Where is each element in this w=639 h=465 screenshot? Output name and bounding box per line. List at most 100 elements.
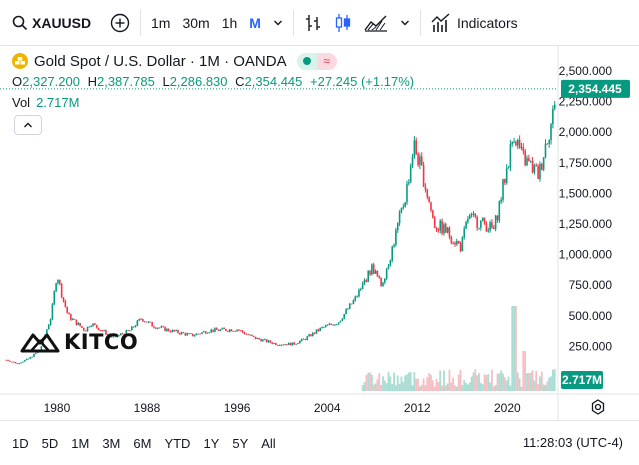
candle-body (208, 332, 211, 333)
volume-bar (367, 372, 370, 391)
candle-body (260, 339, 262, 342)
candle-body (55, 283, 57, 292)
price-chart[interactable]: 2,500.000 2,250.000 2,000.000 1,750.000 1,50… (0, 46, 639, 420)
range-6m[interactable]: 6M (133, 435, 152, 451)
interval-1h[interactable]: 1h (221, 14, 238, 31)
candle-body (219, 329, 222, 331)
candle-body (64, 300, 67, 307)
interval-dropdown[interactable] (267, 6, 289, 40)
range-1y[interactable]: 1Y (203, 435, 220, 451)
candle-body (254, 336, 257, 340)
x-tick-label: 1980 (44, 401, 71, 415)
candle-body (169, 331, 172, 333)
candle-body (396, 223, 399, 231)
range-1d[interactable]: 1D (12, 435, 29, 451)
candle-body (123, 333, 126, 335)
chart-style-dropdown[interactable] (394, 6, 416, 40)
x-tick-label: 1988 (134, 401, 161, 415)
volume-bar (511, 306, 514, 391)
y-tick-label: 1,250.000 (559, 217, 613, 231)
change-value: +27.245 (+1.17%) (310, 74, 415, 89)
area-style-button[interactable] (358, 6, 394, 40)
candle-body (369, 270, 371, 275)
candle-body (210, 329, 213, 333)
interval-30m[interactable]: 30m (182, 14, 210, 31)
candle-body (404, 202, 406, 207)
range-5y[interactable]: 5Y (232, 435, 249, 451)
candle-body (454, 242, 456, 245)
candle-body (446, 227, 449, 233)
candle-body (542, 157, 545, 170)
range-ytd[interactable]: YTD (164, 435, 191, 451)
volume-bar (446, 383, 449, 391)
volume-bar (515, 306, 517, 391)
range-3m[interactable]: 3M (102, 435, 121, 451)
volume-bar (420, 384, 423, 391)
ohlc-values: O2,327.200 H2,387.785 L2,286.830 C2,354.… (12, 74, 418, 89)
candle-body (18, 363, 20, 365)
candle-body (73, 318, 76, 320)
candle-body (550, 124, 552, 141)
gear-icon (591, 399, 605, 415)
candle-body (160, 326, 163, 328)
candle-body (476, 216, 478, 229)
timezone-clock[interactable]: 11:28:03 (UTC-4) (522, 435, 623, 450)
y-tick-label: 2,000.000 (559, 125, 613, 139)
bars-style-button[interactable] (298, 6, 328, 40)
volume-bar (454, 385, 456, 391)
market-status[interactable]: ≈ (296, 52, 337, 70)
candle-body (114, 335, 117, 337)
interval-1m[interactable]: 1m (151, 14, 171, 31)
volume-bar (550, 376, 552, 391)
chart-settings-button[interactable] (590, 399, 606, 418)
candle-body (339, 320, 342, 323)
candle-body (62, 297, 65, 301)
candle-body (511, 142, 514, 145)
x-tick-label: 2012 (404, 401, 431, 415)
kitco-wordmark: KITCO (64, 330, 139, 354)
candle-body (468, 214, 471, 219)
volume-group (361, 306, 556, 391)
volume-bar (457, 374, 460, 391)
candle-body (9, 360, 11, 362)
range-1m[interactable]: 1M (71, 435, 90, 451)
candle-body (457, 241, 460, 244)
candle-body (419, 156, 421, 166)
candle-body (162, 326, 165, 328)
volume-bar (505, 380, 508, 391)
candle-body (215, 328, 218, 330)
indicators-button[interactable]: Indicators (425, 6, 524, 40)
candle-body (478, 227, 480, 229)
candle-body (524, 151, 526, 166)
candle-body (57, 280, 59, 284)
interval-month[interactable]: M (249, 14, 261, 31)
symbol-search[interactable]: XAUUSD (0, 0, 104, 46)
candle-body (345, 309, 347, 314)
candle-body (398, 212, 401, 224)
candle-body (371, 264, 373, 275)
plus-circle-icon (110, 13, 130, 32)
range-5d[interactable]: 5D (41, 435, 59, 451)
candle-body (328, 323, 331, 325)
volume-bar (551, 369, 554, 391)
compare-add-button[interactable] (104, 6, 136, 40)
collapse-legend-button[interactable] (14, 115, 42, 135)
range-all[interactable]: All (261, 435, 276, 451)
volume-bar (520, 386, 523, 391)
candle-body (234, 330, 237, 332)
volume-bar (389, 376, 392, 391)
candle-body (465, 222, 467, 229)
candle-body (269, 340, 272, 343)
candle-body (496, 215, 499, 221)
candle-body (350, 303, 353, 305)
candle-body (433, 217, 436, 228)
candle-body (387, 266, 390, 270)
candles-style-button[interactable] (328, 6, 358, 40)
volume-bar (361, 385, 364, 391)
candle-body (179, 332, 181, 335)
candle-body (83, 327, 85, 331)
volume-bar (452, 377, 455, 391)
candle-body (175, 330, 177, 332)
candle-body (286, 344, 288, 346)
candle-body (552, 109, 554, 125)
